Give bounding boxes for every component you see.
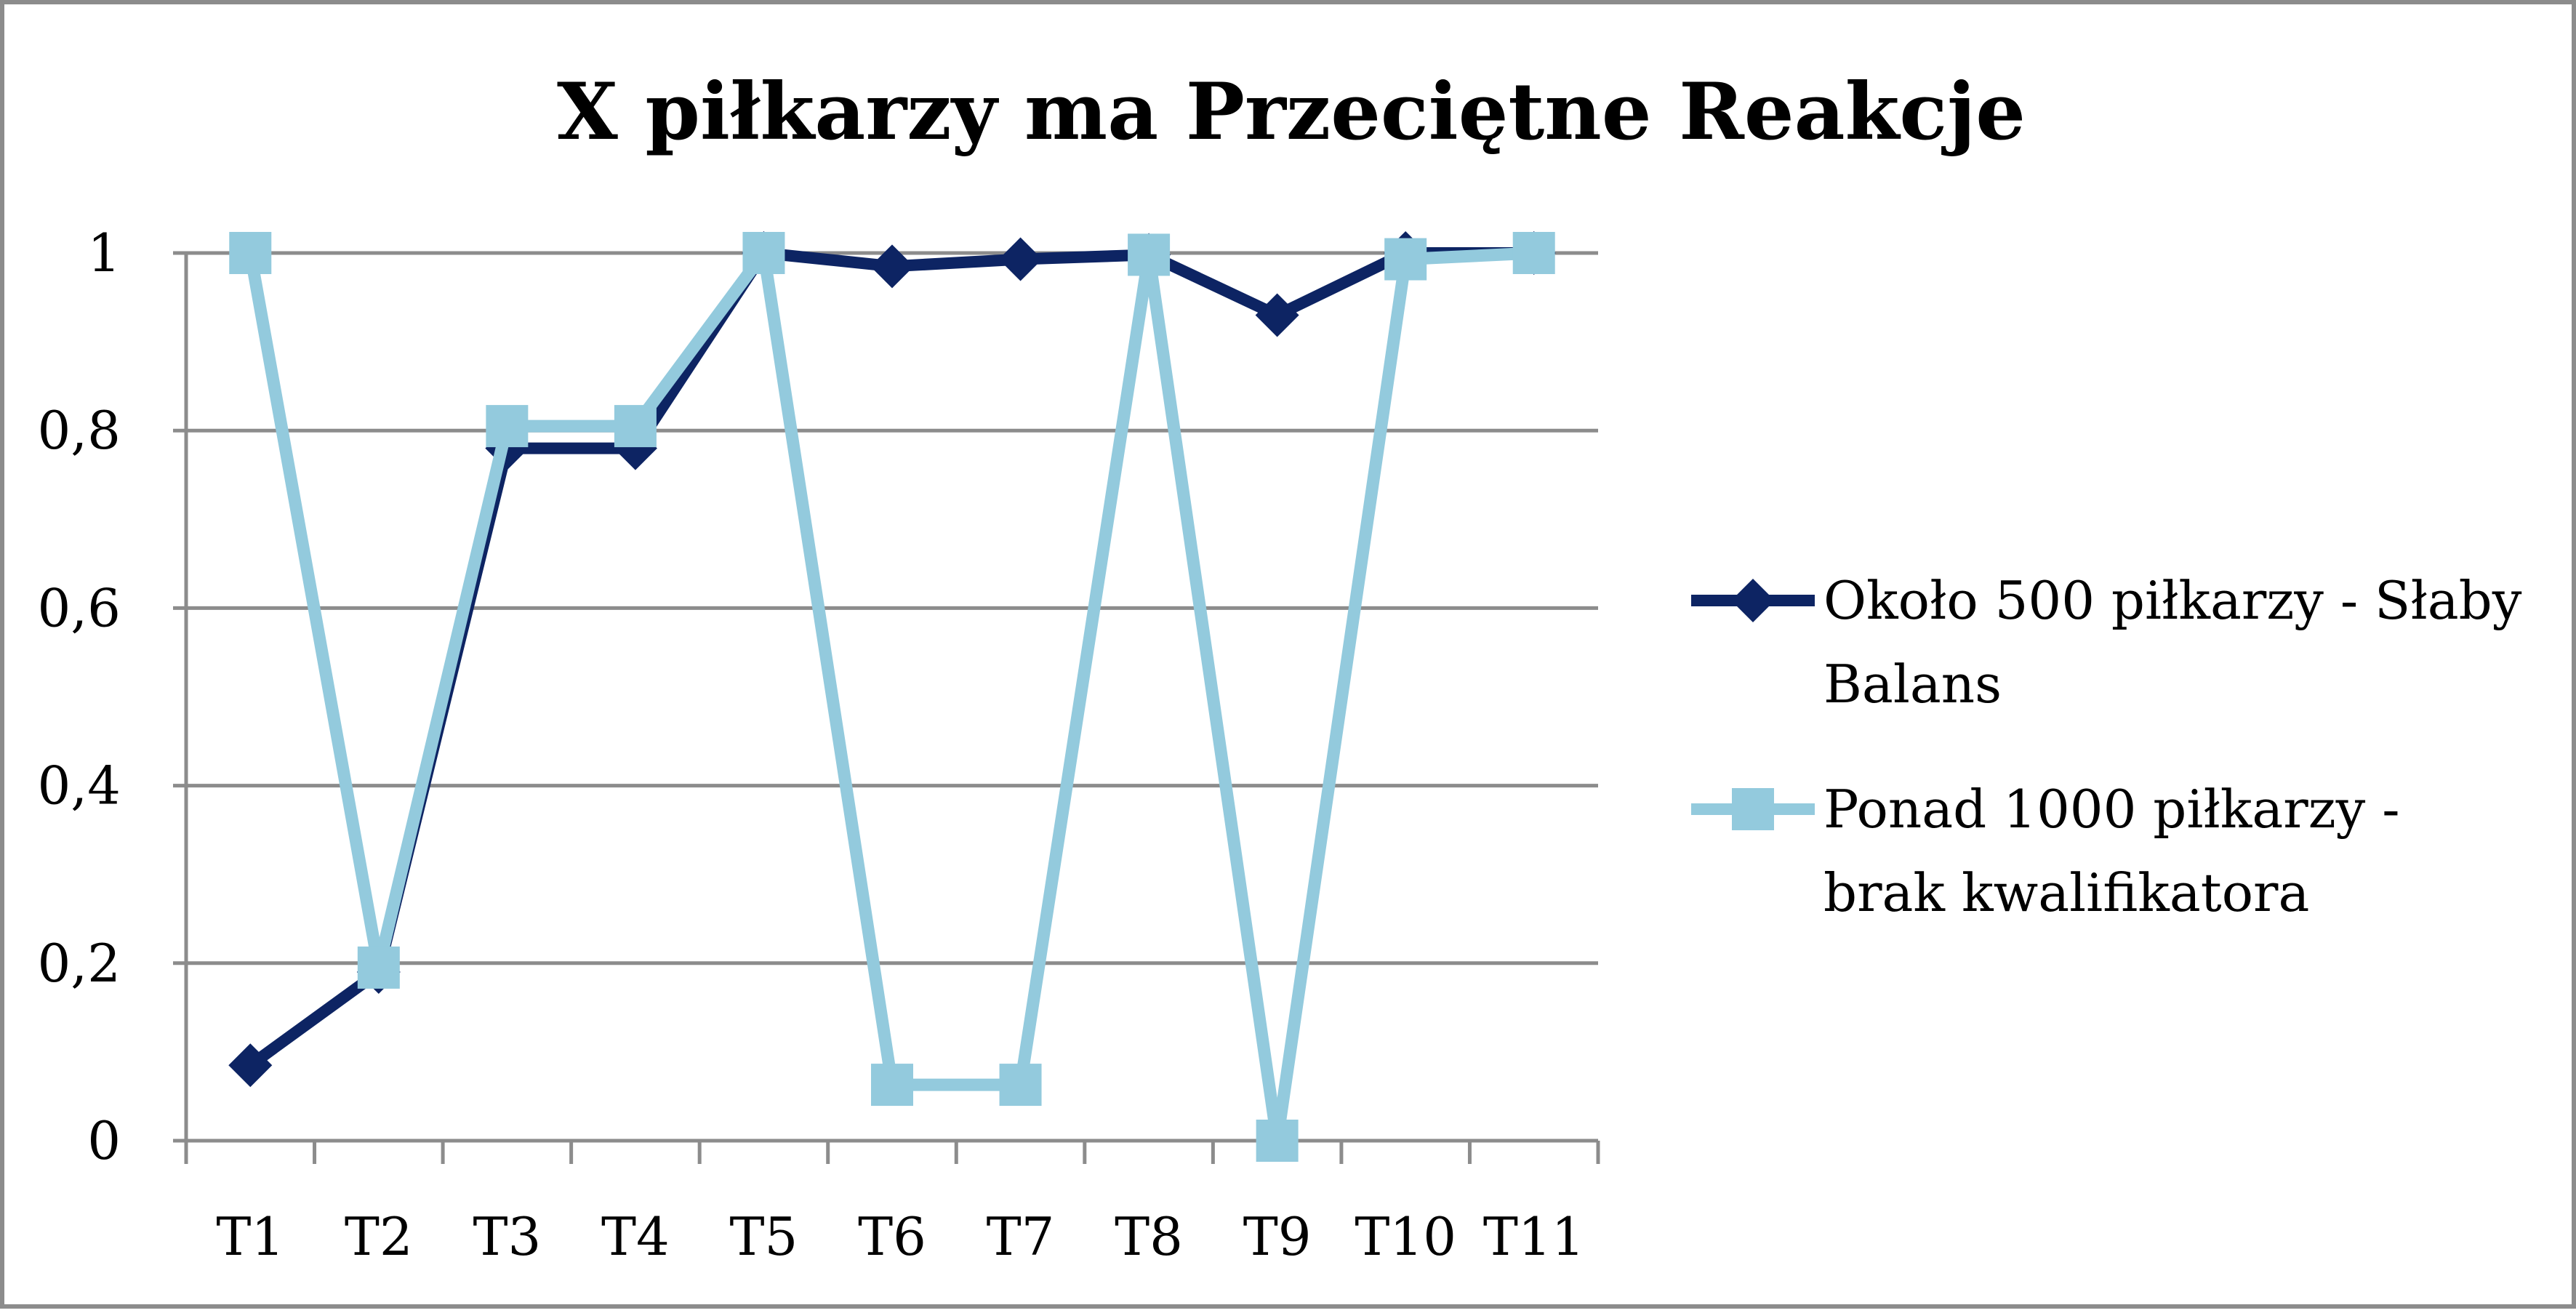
series-line [244, 246, 1535, 1147]
x-tick-label: T2 [345, 1206, 413, 1267]
data-point-square [357, 946, 400, 989]
legend-item-1: Około 500 piłkarzy - Słaby Balans [1691, 570, 2522, 715]
x-tick-label: T9 [1243, 1206, 1312, 1267]
series-2 [229, 232, 1555, 1162]
series-1 [228, 231, 1556, 1088]
data-point-square [614, 405, 657, 448]
legend-marker-diamond [1731, 579, 1775, 622]
x-tick-label: T5 [730, 1206, 798, 1267]
y-tick-label: 0,4 [37, 755, 121, 816]
y-tick-label: 1 [87, 222, 121, 284]
y-tick-label: 0,2 [37, 933, 121, 994]
x-tick-label: T4 [601, 1206, 670, 1267]
data-point-square [229, 232, 272, 274]
legend: Około 500 piłkarzy - Słaby Balans Ponad 10… [1691, 570, 2522, 923]
legend-item-2: Ponad 1000 piłkarzy - brak kwalifikatora [1691, 779, 2400, 923]
x-tick-label: T1 [216, 1206, 284, 1267]
x-tick-label: T6 [858, 1206, 926, 1267]
legend-label: Ponad 1000 piłkarzy - [1823, 779, 2400, 840]
data-point-diamond [228, 1043, 273, 1088]
y-tick-label: 0 [87, 1110, 121, 1171]
data-point-square [1512, 232, 1555, 274]
legend-label: Balans [1823, 654, 2002, 715]
series-layer [228, 231, 1556, 1162]
data-point-square [871, 1064, 913, 1107]
data-point-square [999, 1064, 1042, 1107]
legend-label: Około 500 piłkarzy - Słaby [1823, 570, 2522, 631]
x-tick-label: T11 [1483, 1206, 1585, 1267]
y-tick-label: 0,6 [37, 577, 121, 638]
data-point-square [1256, 1120, 1299, 1162]
x-tick-label: T8 [1115, 1206, 1183, 1267]
legend-marker-square [1732, 788, 1774, 830]
data-point-square [1128, 233, 1171, 276]
data-point-diamond [870, 244, 914, 289]
legend-label: brak kwalifikatora [1823, 862, 2309, 923]
x-tick-label: T10 [1355, 1206, 1456, 1267]
chart-title: X piłkarzy ma Przeciętne Reakcje [557, 66, 2026, 158]
data-point-square [486, 405, 529, 448]
x-tick-label: T7 [987, 1206, 1055, 1267]
y-tick-label: 0,8 [37, 400, 121, 461]
line-chart: X piłkarzy ma Przeciętne Reakcje 0 0,2 0,4… [37, 66, 2522, 1267]
data-point-diamond [1255, 293, 1299, 337]
data-point-diamond [998, 237, 1043, 281]
data-point-square [742, 232, 785, 274]
x-tick-label: T3 [473, 1206, 541, 1267]
data-point-square [1384, 238, 1427, 281]
axes: 0 0,2 0,4 0,6 0,8 1 T1 T2 T3 T4 T5 T6 T7 T8 T9 T10 T11 [37, 222, 1600, 1267]
